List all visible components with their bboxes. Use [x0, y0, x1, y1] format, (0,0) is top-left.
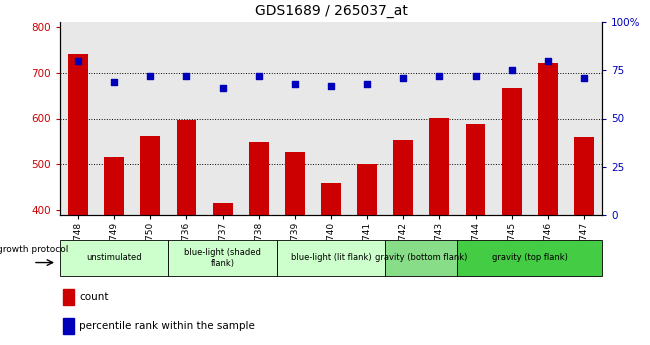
- Bar: [104, 157, 124, 215]
- Bar: [249, 142, 268, 215]
- Point: [434, 73, 445, 79]
- Title: GDS1689 / 265037_at: GDS1689 / 265037_at: [255, 4, 408, 18]
- Bar: [358, 165, 377, 215]
- Point: [254, 73, 264, 79]
- FancyBboxPatch shape: [168, 240, 277, 276]
- Bar: [213, 203, 233, 215]
- Bar: [465, 124, 486, 215]
- Point: [543, 58, 553, 63]
- Point: [290, 81, 300, 87]
- Point: [145, 73, 155, 79]
- Point: [362, 81, 372, 87]
- Point: [217, 85, 228, 90]
- Bar: [321, 183, 341, 215]
- Point: [326, 83, 336, 88]
- Bar: [62, 289, 73, 305]
- FancyBboxPatch shape: [277, 240, 385, 276]
- Bar: [285, 151, 305, 215]
- Point: [181, 73, 192, 79]
- FancyBboxPatch shape: [458, 240, 602, 276]
- Point: [109, 79, 120, 85]
- Text: growth protocol: growth protocol: [0, 245, 69, 254]
- Text: blue-light (lit flank): blue-light (lit flank): [291, 254, 371, 263]
- Point: [506, 68, 517, 73]
- Point: [73, 58, 83, 63]
- Bar: [68, 54, 88, 215]
- Text: blue-light (shaded
flank): blue-light (shaded flank): [184, 248, 261, 268]
- Text: gravity (bottom flank): gravity (bottom flank): [375, 254, 467, 263]
- Bar: [574, 137, 594, 215]
- Text: count: count: [79, 292, 109, 302]
- Point: [471, 73, 481, 79]
- Point: [578, 75, 589, 81]
- Bar: [62, 318, 73, 334]
- Point: [398, 75, 408, 81]
- Bar: [140, 136, 161, 215]
- Bar: [502, 88, 521, 215]
- Text: gravity (top flank): gravity (top flank): [492, 254, 567, 263]
- FancyBboxPatch shape: [60, 240, 168, 276]
- Bar: [177, 120, 196, 215]
- Bar: [430, 118, 449, 215]
- Text: percentile rank within the sample: percentile rank within the sample: [79, 321, 255, 331]
- FancyBboxPatch shape: [385, 240, 458, 276]
- Text: unstimulated: unstimulated: [86, 254, 142, 263]
- Bar: [393, 140, 413, 215]
- Bar: [538, 63, 558, 215]
